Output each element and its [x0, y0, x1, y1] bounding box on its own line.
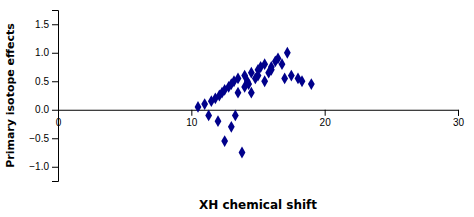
x-tick: 30 — [453, 110, 465, 128]
x-tick-label: 30 — [453, 117, 465, 128]
y-axis: −1.0 −0.5 0.0 0.5 1.0 1.5 — [29, 11, 58, 182]
point — [248, 87, 255, 99]
point — [261, 75, 268, 87]
point — [288, 70, 295, 82]
point — [239, 147, 246, 159]
x-tick-label: 20 — [320, 117, 332, 128]
point — [221, 135, 228, 147]
x-tick-mark — [458, 110, 459, 116]
y-tick-label: 0.5 — [35, 76, 49, 87]
y-tick-mark — [52, 167, 58, 168]
point — [235, 73, 242, 85]
y-tick-label: 1.5 — [35, 19, 49, 30]
y-tick-label: −1.0 — [29, 161, 49, 172]
y-tick-mark — [52, 81, 58, 82]
point — [261, 58, 268, 70]
y-axis-title: Primary isotope effects — [4, 23, 17, 168]
point — [284, 47, 291, 59]
y-tick-mark — [52, 138, 58, 139]
y-tick-mark — [52, 110, 58, 111]
y-tick-mark — [52, 53, 58, 54]
x-tick: 10 — [186, 110, 198, 128]
y-tick-label: −0.5 — [29, 133, 49, 144]
point — [308, 78, 315, 90]
x-axis: 0 10 20 30 — [56, 110, 465, 128]
y-tick: 0.0 — [35, 104, 58, 115]
y-tick-label: 0.0 — [35, 104, 49, 115]
point — [279, 58, 286, 70]
x-tick: 0 — [56, 110, 62, 128]
x-tick: 20 — [320, 110, 332, 128]
y-tick: 0.5 — [35, 76, 58, 87]
x-tick-mark — [191, 110, 192, 116]
y-tick-mark — [52, 24, 58, 25]
x-tick-mark — [325, 110, 326, 116]
x-tick-label: 10 — [186, 117, 198, 128]
plot: −1.0 −0.5 0.0 0.5 1.0 1.5 0 10 20 30 — [29, 11, 464, 182]
x-axis-title: XH chemical shift — [199, 198, 317, 212]
point — [232, 110, 239, 122]
point — [195, 101, 202, 113]
points — [195, 47, 315, 159]
point — [201, 98, 208, 110]
y-tick: 1.0 — [35, 47, 58, 58]
y-tick: 1.5 — [35, 19, 58, 30]
x-tick-label: 0 — [56, 117, 62, 128]
y-tick-label: 1.0 — [35, 47, 49, 58]
point — [228, 121, 235, 133]
point — [215, 115, 222, 127]
point — [299, 75, 306, 87]
point — [205, 110, 212, 122]
point — [268, 64, 275, 76]
y-tick: −1.0 — [29, 161, 58, 172]
point — [235, 87, 242, 99]
point — [281, 73, 288, 85]
y-tick: −0.5 — [29, 133, 58, 144]
chart: −1.0 −0.5 0.0 0.5 1.0 1.5 0 10 20 30 XH chemical s… — [0, 0, 474, 217]
y-axis-line — [52, 11, 59, 182]
x-axis-line — [59, 110, 459, 116]
x-tick-mark — [58, 110, 59, 116]
